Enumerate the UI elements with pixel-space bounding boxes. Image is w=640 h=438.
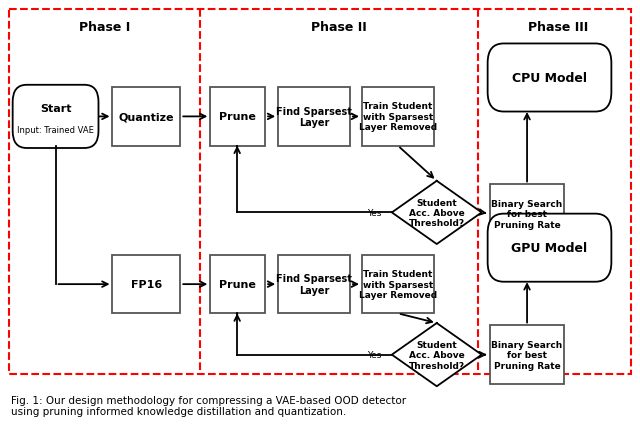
Text: Find Sparsest
Layer: Find Sparsest Layer — [276, 106, 352, 128]
Bar — [113, 255, 180, 314]
Text: Phase I: Phase I — [79, 21, 130, 34]
FancyBboxPatch shape — [488, 214, 611, 282]
Bar — [490, 185, 564, 243]
Text: Phase III: Phase III — [529, 21, 589, 34]
Text: Start: Start — [40, 103, 71, 113]
Text: Prune: Prune — [220, 279, 256, 290]
Bar — [362, 255, 434, 314]
Bar — [113, 88, 180, 146]
Bar — [362, 88, 434, 146]
Text: Find Sparsest
Layer: Find Sparsest Layer — [276, 274, 352, 295]
Text: No: No — [490, 208, 502, 217]
Text: Phase II: Phase II — [311, 21, 367, 34]
Polygon shape — [392, 323, 482, 386]
Text: Quantize: Quantize — [118, 112, 174, 122]
Bar — [210, 255, 265, 314]
Text: Prune: Prune — [220, 112, 256, 122]
Text: CPU Model: CPU Model — [512, 72, 587, 85]
Text: Binary Search
for best
Pruning Rate: Binary Search for best Pruning Rate — [492, 340, 563, 370]
Text: Yes: Yes — [367, 350, 381, 359]
Bar — [490, 326, 564, 384]
Bar — [210, 88, 265, 146]
Text: Binary Search
for best
Pruning Rate: Binary Search for best Pruning Rate — [492, 199, 563, 229]
Text: Student
Acc. Above
Threshold?: Student Acc. Above Threshold? — [409, 198, 465, 228]
Text: Train Student
with Sparsest
Layer Removed: Train Student with Sparsest Layer Remove… — [359, 102, 437, 132]
FancyBboxPatch shape — [13, 85, 99, 148]
Text: FP16: FP16 — [131, 279, 162, 290]
Text: Input: Trained VAE: Input: Trained VAE — [17, 125, 94, 134]
Text: Yes: Yes — [367, 208, 381, 217]
Bar — [9, 11, 631, 374]
FancyBboxPatch shape — [488, 44, 611, 112]
Text: GPU Model: GPU Model — [511, 242, 588, 254]
Bar — [278, 255, 350, 314]
Text: No: No — [490, 350, 502, 359]
Text: Student
Acc. Above
Threshold?: Student Acc. Above Threshold? — [409, 340, 465, 370]
Text: Train Student
with Sparsest
Layer Removed: Train Student with Sparsest Layer Remove… — [359, 270, 437, 299]
Polygon shape — [392, 181, 482, 244]
Text: Fig. 1: Our design methodology for compressing a VAE-based OOD detector
using pr: Fig. 1: Our design methodology for compr… — [11, 395, 406, 417]
Bar — [278, 88, 350, 146]
